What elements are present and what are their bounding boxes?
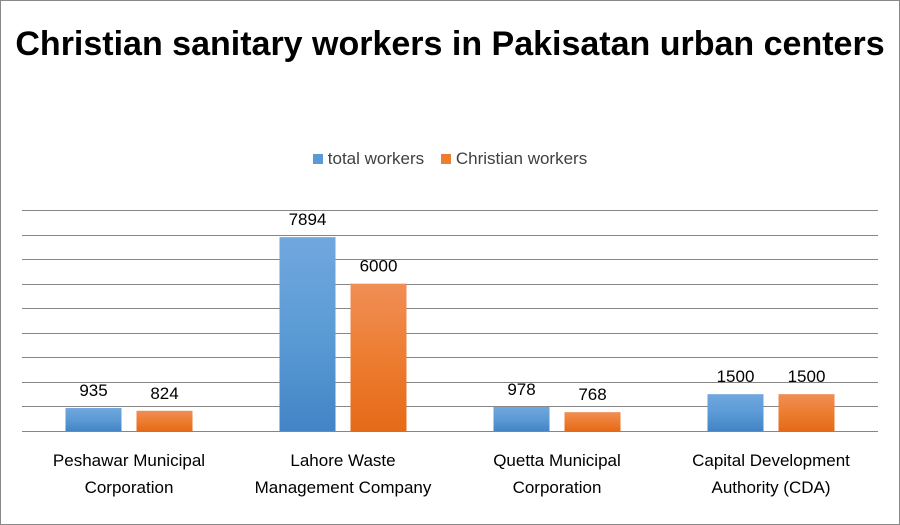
bar-christian-workers [778,394,835,431]
bar-christian-workers [136,410,193,431]
category-label: Corporation [85,478,174,497]
legend-label: Christian workers [455,149,588,168]
data-label: 935 [79,381,107,400]
category-label: Management Company [255,478,432,497]
legend-swatch [312,154,323,164]
legend-label: total workers [327,149,425,168]
data-label: 978 [507,380,535,399]
category-label: Capital Development [692,451,850,470]
data-label: 768 [578,385,606,404]
bar-total-workers [65,408,122,431]
legend-item-christian-workers: Christian workers [440,149,588,169]
data-label: 7894 [289,210,327,229]
data-label: 6000 [360,257,398,276]
category-label: Quetta Municipal [493,451,621,470]
category-label: Authority (CDA) [711,478,830,497]
legend-item-total-workers: total workers [312,149,425,169]
category-label: Lahore Waste [290,451,395,470]
legend-swatch [440,154,451,164]
bar-total-workers [279,237,336,431]
category-label: Peshawar Municipal [53,451,205,470]
chart-title: Christian sanitary workers in Pakisatan … [15,25,885,63]
bar-total-workers [493,406,550,431]
bar-christian-workers [564,412,621,431]
data-label: 824 [150,384,178,403]
legend: total workers Christian workers [1,149,899,169]
bar-total-workers [707,394,764,431]
category-label: Corporation [513,478,602,497]
data-label: 1500 [788,367,826,386]
bar-christian-workers [350,283,407,431]
data-label: 1500 [717,367,755,386]
